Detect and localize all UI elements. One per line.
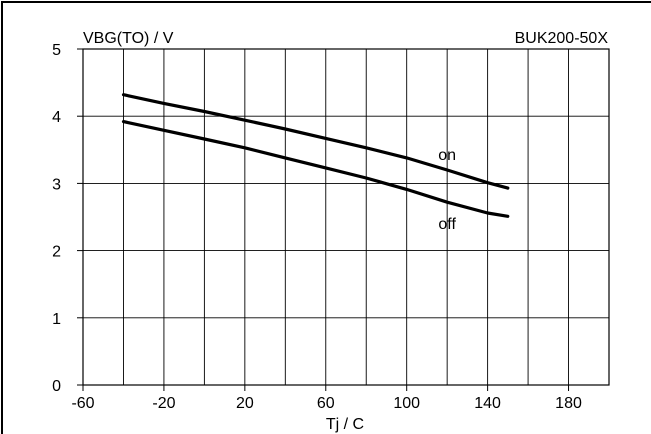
annotations: on off — [438, 147, 456, 233]
x-tick-label: -20 — [152, 395, 175, 412]
x-tick-label: 140 — [474, 395, 501, 412]
annotation-on: on — [438, 147, 456, 164]
series-line-on — [121, 93, 510, 190]
y-axis-label: VBG(TO) / V — [83, 30, 174, 47]
grid-lines — [83, 49, 609, 385]
series-line-off — [121, 120, 510, 218]
y-tick-label: 3 — [52, 176, 61, 193]
y-tick-label: 1 — [52, 311, 61, 328]
y-tick-label: 4 — [52, 109, 61, 126]
annotation-off: off — [438, 216, 456, 233]
x-tick-label: 60 — [317, 395, 335, 412]
y-tick-label: 0 — [52, 378, 61, 395]
x-tick-label: 20 — [236, 395, 254, 412]
y-tick-label: 5 — [52, 42, 61, 59]
x-axis-label: Tj / C — [326, 416, 364, 433]
x-tick-label: 100 — [393, 395, 420, 412]
device-label: BUK200-50X — [515, 30, 609, 47]
plot-frame — [82, 48, 610, 386]
series-lines — [121, 93, 510, 218]
x-tick-label: -60 — [71, 395, 94, 412]
y-tick-label: 2 — [52, 244, 61, 261]
x-tick-label: 180 — [555, 395, 582, 412]
axis-ticks: -60 -20 20 60 100 140 180 0 1 2 3 4 5 — [52, 42, 582, 412]
